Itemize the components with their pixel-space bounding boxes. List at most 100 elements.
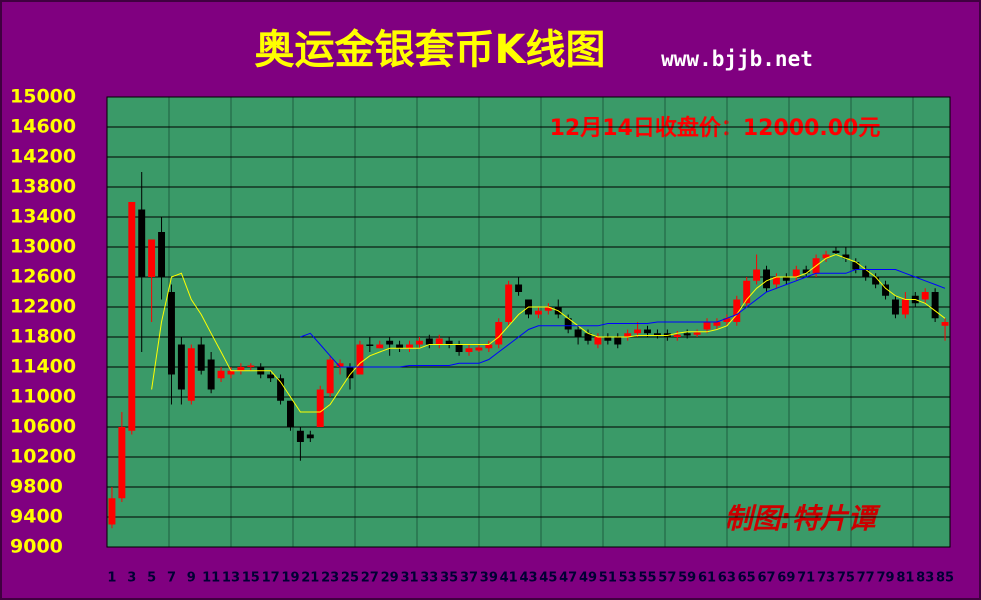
candle-body bbox=[207, 359, 215, 390]
x-tick-label: 5 bbox=[147, 571, 156, 586]
x-tick-label: 33 bbox=[420, 571, 438, 586]
y-tick-label: 11400 bbox=[10, 356, 76, 378]
candle-body bbox=[455, 344, 463, 352]
x-tick-label: 23 bbox=[321, 571, 339, 586]
candle-body bbox=[138, 209, 146, 277]
candle-body bbox=[753, 269, 761, 281]
x-tick-label: 57 bbox=[658, 571, 676, 586]
x-tick-label: 27 bbox=[361, 571, 379, 586]
candle-body bbox=[277, 378, 285, 401]
candle-body bbox=[326, 359, 334, 394]
x-tick-label: 75 bbox=[837, 571, 855, 586]
candle-body bbox=[584, 333, 592, 341]
x-tick-label: 45 bbox=[539, 571, 557, 586]
candle-body bbox=[713, 322, 721, 326]
candle-body bbox=[148, 239, 156, 277]
candle-body bbox=[118, 427, 126, 499]
candle-body bbox=[703, 322, 711, 330]
candle-body bbox=[763, 269, 770, 289]
candle-body bbox=[465, 348, 473, 352]
x-tick-label: 81 bbox=[896, 571, 914, 586]
y-tick-label: 10200 bbox=[10, 446, 76, 468]
candle-body bbox=[653, 333, 661, 336]
y-tick-label: 13000 bbox=[10, 236, 76, 258]
candle-body bbox=[723, 318, 731, 322]
candle-body bbox=[167, 292, 175, 375]
candle-body bbox=[376, 344, 384, 349]
y-tick-label: 12200 bbox=[10, 296, 76, 318]
candle-body bbox=[901, 299, 909, 315]
candle-body bbox=[247, 365, 255, 367]
candle-body bbox=[832, 250, 840, 253]
y-tick-label: 14600 bbox=[10, 116, 76, 138]
x-tick-label: 69 bbox=[777, 571, 795, 586]
x-tick-label: 29 bbox=[381, 571, 399, 586]
x-tick-label: 73 bbox=[817, 571, 835, 586]
x-tick-label: 41 bbox=[500, 571, 518, 586]
x-tick-label: 21 bbox=[301, 571, 319, 586]
candle-body bbox=[862, 269, 870, 277]
candle-body bbox=[366, 344, 374, 346]
candle-body bbox=[693, 332, 701, 335]
candle-body bbox=[197, 344, 205, 371]
x-tick-label: 19 bbox=[281, 571, 299, 586]
candle-body bbox=[187, 348, 195, 401]
candle-body bbox=[296, 430, 304, 442]
x-tick-label: 37 bbox=[460, 571, 478, 586]
chart-title: 奥运金银套币K线图 bbox=[255, 27, 606, 73]
x-tick-label: 55 bbox=[638, 571, 656, 586]
candle-body bbox=[177, 344, 185, 390]
candle-body bbox=[287, 400, 294, 427]
candle-body bbox=[495, 322, 503, 345]
candle-body bbox=[534, 310, 542, 315]
candle-body bbox=[673, 334, 681, 337]
candle-body bbox=[108, 498, 116, 525]
x-tick-label: 83 bbox=[916, 571, 934, 586]
candle-body bbox=[792, 269, 800, 277]
y-tick-label: 9000 bbox=[10, 536, 63, 558]
y-tick-label: 15000 bbox=[10, 86, 76, 108]
x-tick-label: 43 bbox=[519, 571, 537, 586]
x-tick-label: 67 bbox=[757, 571, 775, 586]
y-tick-label: 12600 bbox=[10, 266, 76, 288]
y-tick-label: 10600 bbox=[10, 416, 76, 438]
x-tick-label: 25 bbox=[341, 571, 359, 586]
moving-average-line bbox=[300, 269, 946, 368]
candle-body bbox=[237, 367, 245, 371]
candle-body bbox=[158, 232, 166, 277]
x-tick-label: 13 bbox=[222, 571, 240, 586]
x-tick-label: 3 bbox=[127, 571, 136, 586]
annotation: 12月14日收盘价：12000.00元 bbox=[550, 115, 881, 141]
candle-body bbox=[822, 254, 830, 259]
candle-body bbox=[634, 329, 642, 334]
x-tick-label: 39 bbox=[480, 571, 498, 586]
candle-body bbox=[931, 292, 939, 319]
candle-body bbox=[594, 337, 602, 345]
x-tick-label: 47 bbox=[559, 571, 577, 586]
candle-body bbox=[435, 338, 443, 345]
candle-body bbox=[624, 333, 632, 337]
candle-body bbox=[267, 374, 275, 379]
candle-body bbox=[574, 329, 582, 337]
y-tick-label: 11000 bbox=[10, 386, 76, 408]
candle-body bbox=[921, 292, 929, 300]
x-tick-label: 1 bbox=[107, 571, 116, 586]
candle-body bbox=[316, 389, 324, 427]
candle-body bbox=[891, 299, 899, 315]
y-tick-label: 13400 bbox=[10, 206, 76, 228]
candle-body bbox=[485, 344, 493, 349]
x-tick-label: 71 bbox=[797, 571, 815, 586]
y-tick-label: 11800 bbox=[10, 326, 76, 348]
candle-body bbox=[217, 370, 225, 379]
candle-body bbox=[772, 277, 780, 285]
candle-body bbox=[564, 318, 572, 330]
x-tick-label: 35 bbox=[440, 571, 458, 586]
candle-body bbox=[406, 344, 413, 349]
y-tick-label: 9400 bbox=[10, 506, 63, 528]
x-tick-label: 9 bbox=[187, 571, 196, 586]
x-tick-label: 61 bbox=[698, 571, 716, 586]
candle-body bbox=[356, 344, 364, 375]
candle-body bbox=[515, 284, 523, 292]
